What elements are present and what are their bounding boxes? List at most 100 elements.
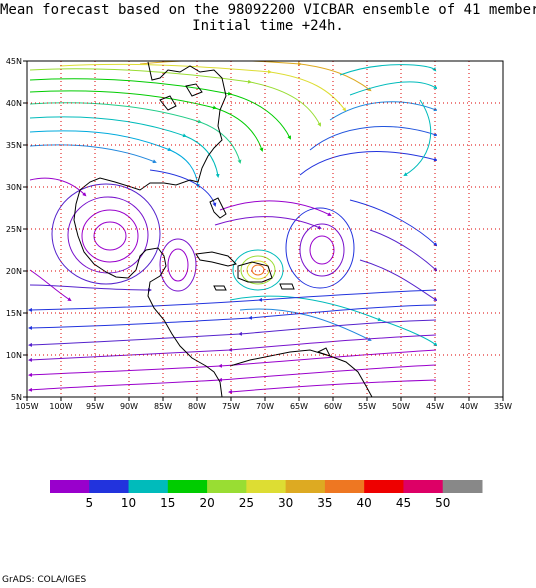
lon-tick-label: 105W [15,402,38,411]
streamline [214,216,322,230]
lon-tick-label: 75W [222,402,240,411]
color-bar-label: 20 [199,496,214,510]
color-bar-swatch [324,480,365,493]
coastlines [73,61,373,397]
streamline [349,199,437,247]
coastline [195,251,237,267]
streamline [29,90,264,152]
circulation-streamline [159,238,197,292]
streamline [219,200,332,216]
color-bar-label: 15 [160,496,175,510]
circulation-streamline [240,255,276,285]
coastline [73,61,227,397]
streamline [403,99,432,177]
circulation-streamline [232,249,284,291]
lat-tick-label: 30N [6,183,22,192]
coastline [237,261,273,283]
streamline [29,68,321,127]
wind-streamlines [28,61,437,394]
streamline [29,177,87,197]
lon-tick-label: 55W [358,402,376,411]
streamline [29,102,242,164]
circulation-streamline [93,221,127,251]
lon-tick-label: 80W [188,402,206,411]
streamline [29,144,157,164]
longitude-tick-labels: 105W 100W 95W 90W 85W 80W 75W 70W 65W 60W 55W 50W 45… [15,397,512,411]
map-frame [26,60,504,398]
lon-tick-label: 95W [86,402,104,411]
lon-tick-label: 85W [154,402,172,411]
lat-tick-label: 25N [6,225,22,234]
coastline [159,95,177,111]
circulation-streamline [251,264,265,276]
streamline [229,295,437,347]
streamline [29,130,200,188]
color-bar-swatch [207,480,247,493]
streamline [28,319,437,347]
color-bar-swatch [442,480,483,493]
circulation-streamline [285,207,355,289]
color-bar [50,480,483,493]
circulation-streamline [81,209,139,263]
lon-tick-label: 60W [324,402,342,411]
color-bar-label: 50 [435,496,450,510]
lat-tick-label: 15N [6,309,22,318]
streamline [369,229,437,272]
color-bar-label: 30 [278,496,293,510]
color-bar-swatch [128,480,169,493]
color-bar-label: 25 [239,496,254,510]
streamline [28,289,437,312]
color-bar-labels: 5 10 15 20 25 30 35 40 45 50 [85,496,450,510]
streamline [29,78,291,140]
circulation-streamline [51,183,161,285]
color-bar-swatch [403,480,444,493]
streamline [329,101,437,121]
color-bar-label: 40 [357,496,372,510]
streamline [28,364,437,392]
map-subtitle: Initial time +24h. [192,18,344,34]
lon-tick-label: 65W [290,402,308,411]
coastline [185,83,203,97]
color-bar-swatch [246,480,287,493]
latitude-tick-labels: 5N 10N 15N 20N 25N 30N 35N 40N 45N [6,57,27,402]
streamline [29,284,152,292]
color-bar-label: 45 [396,496,411,510]
color-bar-label: 10 [121,496,136,510]
lon-tick-label: 35W [494,402,512,411]
lon-tick-label: 50W [392,402,410,411]
lat-tick-label: 10N [6,351,22,360]
streamline [28,304,437,330]
lon-tick-label: 40W [460,402,478,411]
streamline [339,64,437,76]
streamline [228,379,437,394]
color-bar-swatch [89,480,130,493]
lat-tick-label: 5N [11,393,22,402]
streamline [309,126,437,151]
lon-tick-label: 100W [49,402,72,411]
lon-tick-label: 45W [426,402,444,411]
lat-lon-grid [27,61,503,397]
streamline [59,63,347,112]
color-bar-swatch [364,480,404,493]
coastline [316,347,331,357]
coastline [279,283,295,290]
color-bar-swatch [167,480,208,493]
streamline [29,116,220,178]
circulation-streamline [167,248,189,282]
streamline [299,151,437,176]
footer-credit: GrADS: COLA/IGES [2,575,87,585]
lon-tick-label: 70W [256,402,274,411]
lon-tick-label: 90W [120,402,138,411]
streamline [349,81,437,96]
lat-tick-label: 35N [6,141,22,150]
streamline [28,349,437,377]
circulation-streamline [299,223,345,277]
lat-tick-label: 45N [6,57,22,66]
coastline [209,197,227,219]
coastline [213,285,227,291]
color-bar-swatch [50,480,90,493]
streamline [28,334,437,362]
color-bar-swatch [285,480,326,493]
color-bar-label: 5 [85,496,93,510]
